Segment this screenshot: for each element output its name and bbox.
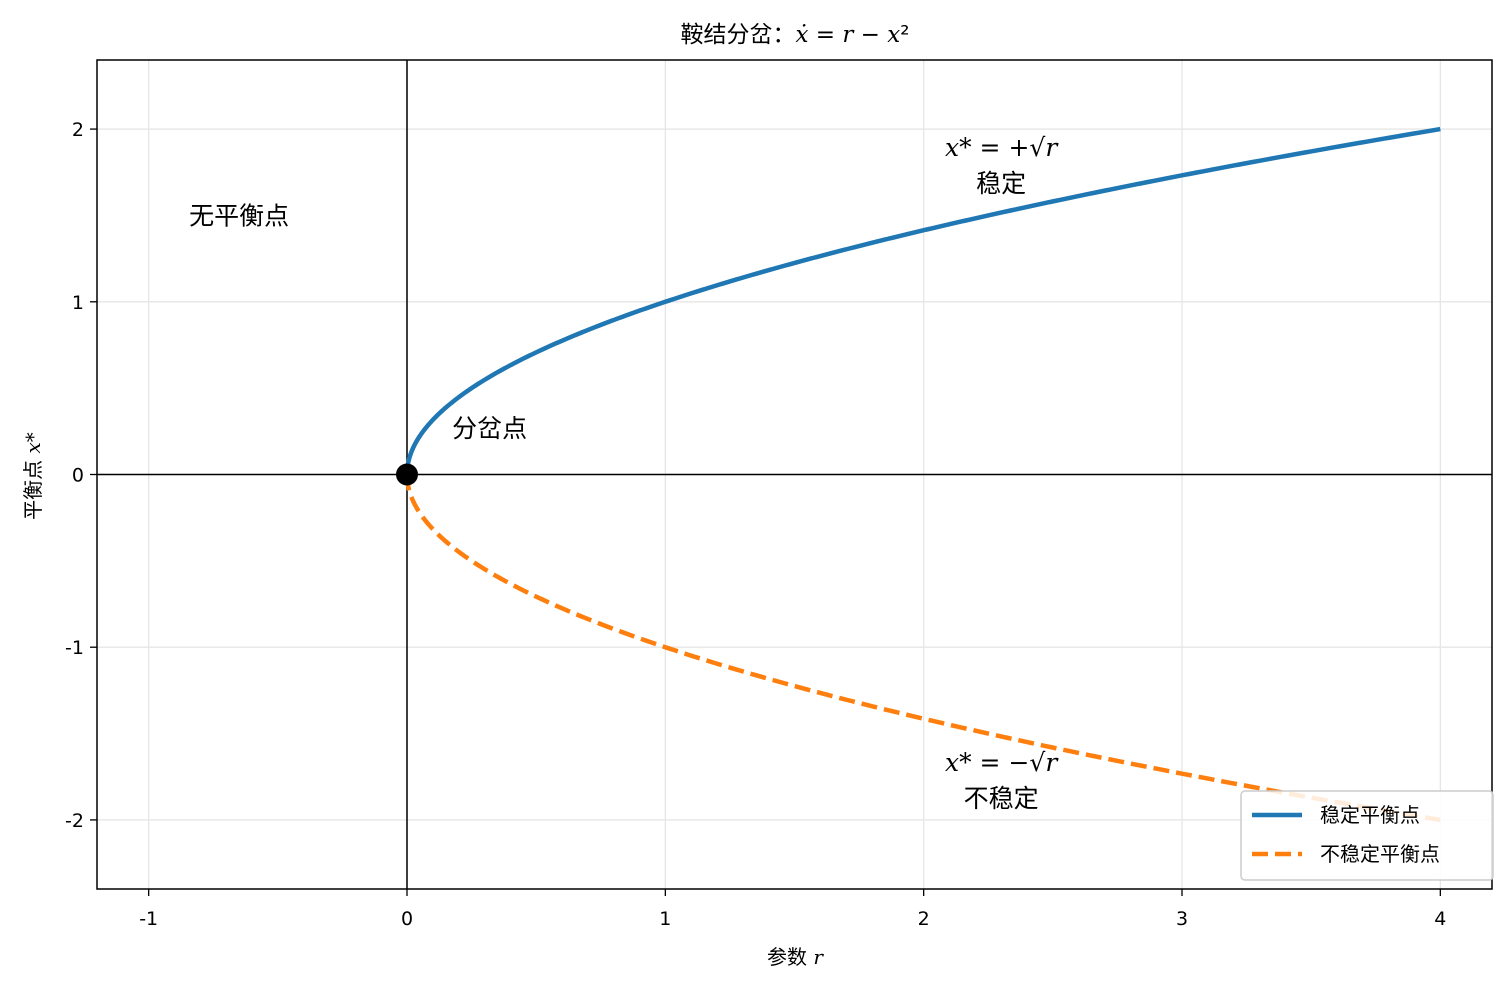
chart-title: 鞍结分岔：ẋ = r − x² [680, 22, 909, 48]
annotation-label: 分岔点 [452, 414, 527, 443]
annotation-stability: 稳定 [976, 169, 1026, 198]
annotation-label: 无平衡点 [189, 201, 289, 230]
legend: 稳定平衡点 不稳定平衡点 [1240, 790, 1494, 881]
x-tick-label: -1 [139, 908, 158, 930]
legend-label-unstable: 不稳定平衡点 [1320, 842, 1440, 866]
ticks: -1 0 1 2 3 4 -2 -1 0 1 2 [65, 119, 1446, 930]
x-tick-label: 1 [659, 908, 671, 930]
point-layer [396, 463, 418, 486]
bifurcation-point [396, 463, 418, 486]
x-tick-label: 2 [918, 908, 930, 930]
annotation-formula: x* = −√r [945, 748, 1059, 777]
y-tick-label: -2 [65, 810, 84, 832]
y-tick-label: 2 [72, 119, 84, 141]
annotation-formula: x* = +√r [945, 133, 1059, 162]
series-stable-line [404, 126, 1441, 476]
y-tick-label: 1 [72, 292, 84, 314]
x-tick-label: 3 [1176, 908, 1188, 930]
zero-axis-lines [97, 60, 1492, 889]
annotation-stability: 不稳定 [964, 784, 1039, 813]
y-axis-label: 平衡点 x* [21, 432, 45, 520]
legend-box [1240, 790, 1494, 881]
y-tick-label: 0 [72, 465, 84, 487]
legend-label-stable: 稳定平衡点 [1320, 803, 1420, 827]
series-layer [404, 126, 1441, 823]
y-tick-label: -1 [65, 637, 84, 659]
x-tick-label: 0 [401, 908, 413, 930]
series-unstable-line [404, 473, 1441, 823]
x-tick-label: 4 [1434, 908, 1446, 930]
x-axis-label: 参数 r [767, 945, 824, 969]
